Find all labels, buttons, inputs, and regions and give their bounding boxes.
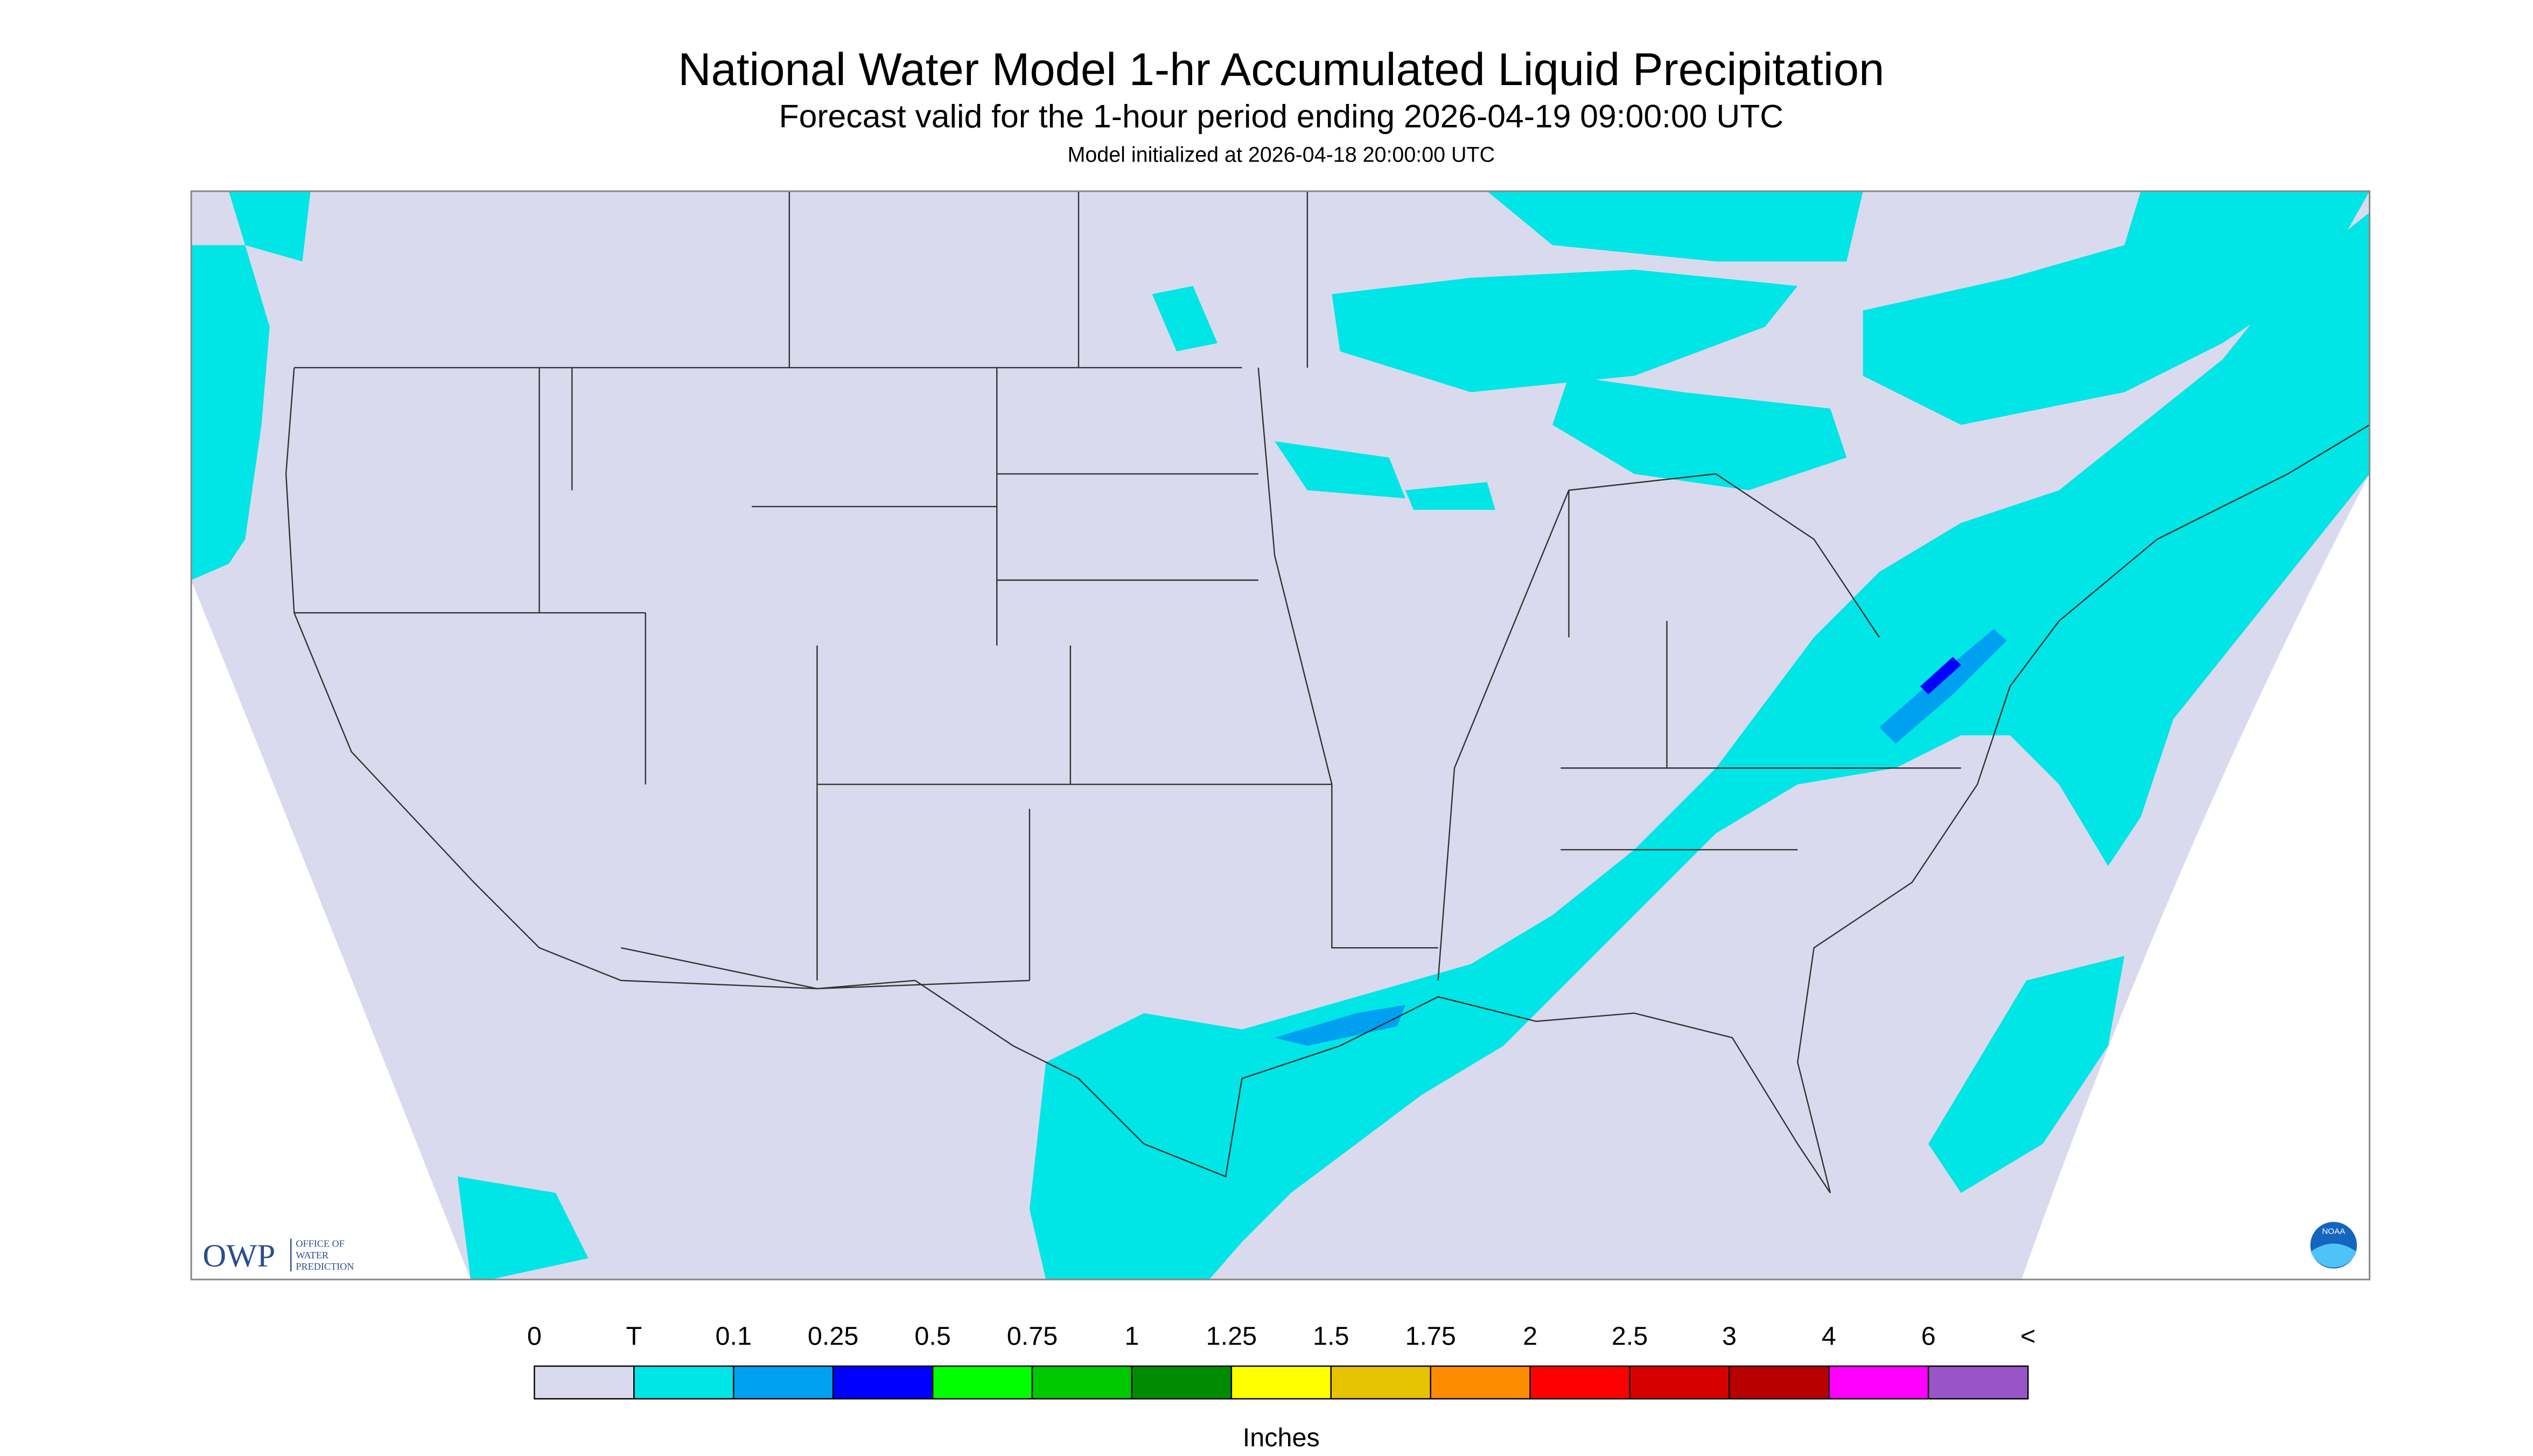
legend-swatch xyxy=(1131,1365,1233,1399)
owp-office-line: PREDICTION xyxy=(296,1261,354,1272)
legend-label: 0.5 xyxy=(914,1322,951,1351)
legend-swatch xyxy=(1330,1365,1431,1399)
owp-office-line: OFFICE OF xyxy=(296,1238,344,1249)
legend-swatch xyxy=(1828,1365,1929,1399)
map-frame xyxy=(190,190,2371,1280)
owp-office-line: WATER xyxy=(296,1250,328,1261)
legend-swatch xyxy=(1729,1365,1830,1399)
noaa-logo-wave xyxy=(2311,1243,2357,1268)
legend-swatch xyxy=(733,1365,834,1399)
legend-label: 0 xyxy=(527,1322,542,1351)
legend-swatch xyxy=(534,1365,635,1399)
legend-label: 2.5 xyxy=(1612,1322,1648,1351)
boundaries xyxy=(285,191,2370,1194)
legend-label: 1.75 xyxy=(1405,1322,1456,1351)
legend-label: 1.5 xyxy=(1313,1322,1349,1351)
legend-swatch xyxy=(1230,1365,1332,1399)
legend-label: 3 xyxy=(1722,1322,1737,1351)
legend-label: 2 xyxy=(1523,1322,1537,1351)
subtitle: Forecast valid for the 1-hour period end… xyxy=(779,98,1784,135)
legend-swatch xyxy=(1430,1365,1531,1399)
precipitation-heavier xyxy=(1275,629,2007,1046)
legend-label: 0.1 xyxy=(716,1322,752,1351)
legend-label: 1 xyxy=(1124,1322,1139,1351)
map: OWP OFFICE OF WATER PREDICTION NOAA xyxy=(190,190,2371,1280)
legend-swatch xyxy=(1031,1365,1133,1399)
init-time: Model initialized at 2026-04-18 20:00:00… xyxy=(1068,143,1495,166)
legend-unit: Inches xyxy=(1243,1423,1320,1452)
legend-swatch xyxy=(832,1365,934,1399)
legend-label: 0.25 xyxy=(808,1322,859,1351)
legend-swatch xyxy=(1529,1365,1631,1399)
owp-logo: OWP xyxy=(202,1238,275,1274)
legend-swatch xyxy=(1928,1365,2029,1399)
legend-swatch xyxy=(633,1365,734,1399)
legend: 0 T 0.1 0.25 0.5 0.75 1 1.25 1.5 1.75 2 2.5 3 4 6 < xyxy=(527,1322,2035,1399)
legend-label: 6 xyxy=(1921,1322,1936,1351)
legend-label: < xyxy=(2020,1322,2035,1351)
noaa-logo-text: NOAA xyxy=(2322,1227,2346,1236)
legend-label: 4 xyxy=(1822,1322,1836,1351)
legend-swatch xyxy=(1629,1365,1730,1399)
precipitation-heaviest xyxy=(1920,656,1961,695)
legend-label: T xyxy=(626,1322,642,1351)
legend-label: 1.25 xyxy=(1206,1322,1257,1351)
legend-label: 0.75 xyxy=(1007,1322,1058,1351)
legend-swatch xyxy=(932,1365,1033,1399)
title: National Water Model 1-hr Accumulated Li… xyxy=(678,44,1884,95)
